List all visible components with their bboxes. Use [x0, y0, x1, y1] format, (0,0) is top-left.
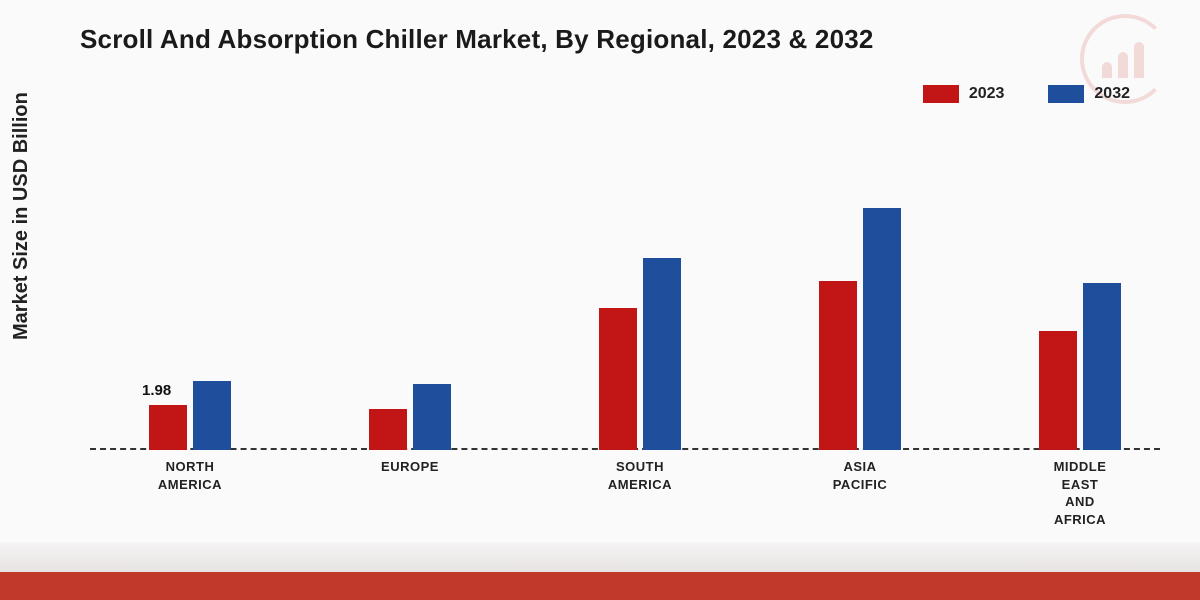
footer-strip — [0, 572, 1200, 600]
bar-2023 — [599, 308, 637, 450]
legend-label: 2023 — [969, 85, 1005, 103]
bar-2032 — [413, 384, 451, 450]
bar-2023 — [1039, 331, 1077, 450]
legend-item-2032: 2032 — [1048, 85, 1130, 103]
plot-area: 1.98NORTHAMERICAEUROPESOUTHAMERICAASIAPA… — [90, 130, 1160, 450]
bar-2032 — [193, 381, 231, 450]
x-tick-label: EUROPE — [340, 458, 480, 476]
footer-shadow — [0, 542, 1200, 572]
bar-2032 — [1083, 283, 1121, 450]
bar-pair — [819, 208, 901, 450]
legend-item-2023: 2023 — [923, 85, 1005, 103]
value-callout: 1.98 — [142, 382, 171, 399]
x-tick-label: ASIAPACIFIC — [790, 458, 930, 493]
bar-2023 — [149, 405, 187, 450]
bar-pair — [369, 384, 451, 450]
x-tick-label: SOUTHAMERICA — [570, 458, 710, 493]
bar-2023 — [369, 409, 407, 450]
legend-swatch-2032 — [1048, 85, 1084, 103]
y-axis-label: Market Size in USD Billion — [10, 92, 33, 340]
chart-page: Scroll And Absorption Chiller Market, By… — [0, 0, 1200, 600]
bar-2032 — [643, 258, 681, 450]
legend-swatch-2023 — [923, 85, 959, 103]
bar-pair — [599, 258, 681, 450]
legend-label: 2032 — [1094, 85, 1130, 103]
legend: 2023 2032 — [923, 85, 1130, 103]
bar-2023 — [819, 281, 857, 450]
x-tick-label: NORTHAMERICA — [120, 458, 260, 493]
x-tick-label: MIDDLEEASTANDAFRICA — [1010, 458, 1150, 528]
page-title: Scroll And Absorption Chiller Market, By… — [80, 24, 874, 55]
logo-bars-icon — [1102, 42, 1144, 78]
bar-2032 — [863, 208, 901, 450]
bar-pair — [1039, 283, 1121, 450]
